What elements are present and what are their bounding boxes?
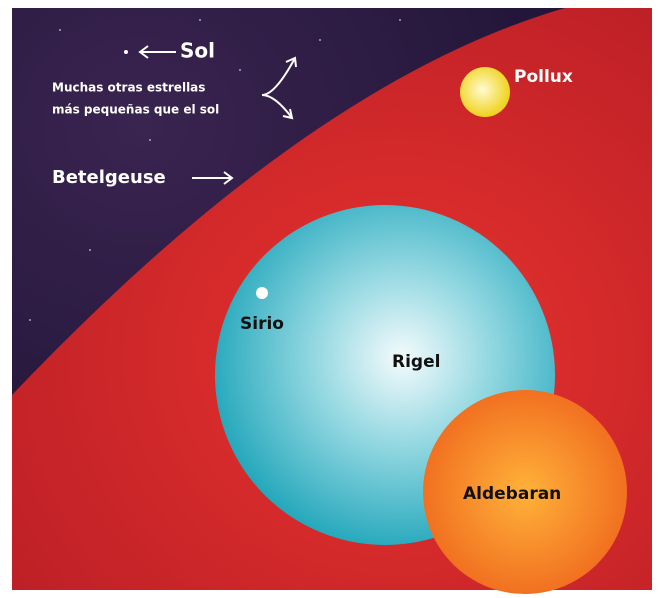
sirio-dot <box>256 287 268 299</box>
pollux-label: Pollux <box>514 67 573 87</box>
sol-dot <box>124 50 128 54</box>
small-stars-label: Muchas otras estrellas <box>52 81 205 95</box>
small-stars-label: más pequeñas que el sol <box>52 103 219 117</box>
sol-label: Sol <box>180 39 215 63</box>
aldebaran-label: Aldebaran <box>463 484 561 504</box>
rigel-label: Rigel <box>392 352 440 372</box>
betelgeuse-label: Betelgeuse <box>52 167 166 188</box>
illustration: Sol Muchas otras estrellas más pequeñas … <box>0 0 662 598</box>
pollux-disc <box>460 67 510 117</box>
sirio-label: Sirio <box>240 314 284 334</box>
